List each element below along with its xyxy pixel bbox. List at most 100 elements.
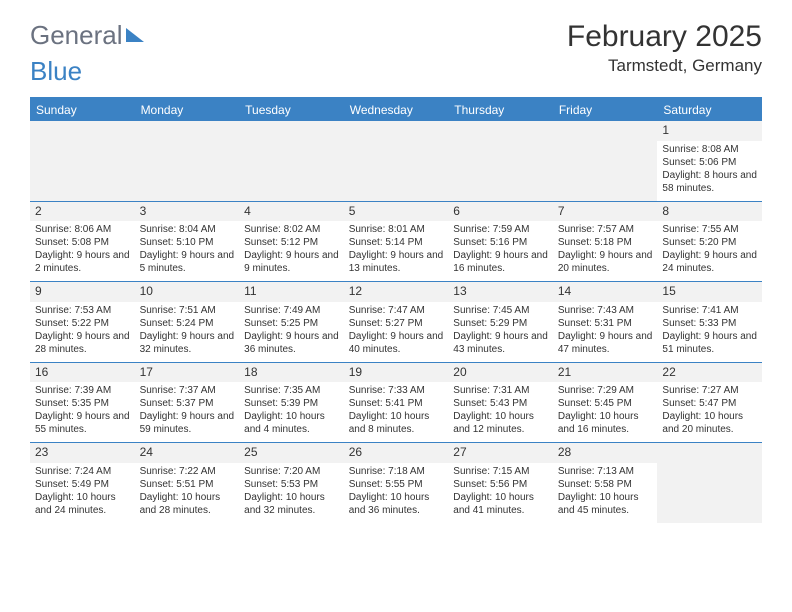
sunrise-text: Sunrise: 7:35 AM [244,384,339,397]
sunrise-text: Sunrise: 7:49 AM [244,304,339,317]
day-cell: 5Sunrise: 8:01 AMSunset: 5:14 PMDaylight… [344,202,449,282]
sunset-text: Sunset: 5:37 PM [140,397,235,410]
day-number: 23 [30,443,135,463]
day-cell: 23Sunrise: 7:24 AMSunset: 5:49 PMDayligh… [30,443,135,523]
day-header: Tuesday [239,99,344,121]
sunset-text: Sunset: 5:18 PM [558,236,653,249]
empty-cell [344,121,449,201]
sunrise-text: Sunrise: 7:47 AM [349,304,444,317]
daylight-text: Daylight: 10 hours and 36 minutes. [349,491,444,517]
day-cell: 27Sunrise: 7:15 AMSunset: 5:56 PMDayligh… [448,443,553,523]
logo: General [30,20,144,51]
day-number: 11 [239,282,344,302]
day-number: 24 [135,443,240,463]
sunset-text: Sunset: 5:33 PM [662,317,757,330]
daylight-text: Daylight: 9 hours and 2 minutes. [35,249,130,275]
day-number: 12 [344,282,449,302]
day-header: Monday [135,99,240,121]
day-cell: 9Sunrise: 7:53 AMSunset: 5:22 PMDaylight… [30,282,135,362]
day-cell: 17Sunrise: 7:37 AMSunset: 5:37 PMDayligh… [135,363,240,443]
day-number: 9 [30,282,135,302]
daylight-text: Daylight: 9 hours and 59 minutes. [140,410,235,436]
day-cell: 21Sunrise: 7:29 AMSunset: 5:45 PMDayligh… [553,363,658,443]
daylight-text: Daylight: 10 hours and 4 minutes. [244,410,339,436]
month-title: February 2025 [567,20,762,54]
day-cell: 1Sunrise: 8:08 AMSunset: 5:06 PMDaylight… [657,121,762,201]
sunrise-text: Sunrise: 8:02 AM [244,223,339,236]
sunset-text: Sunset: 5:10 PM [140,236,235,249]
day-number: 7 [553,202,658,222]
daylight-text: Daylight: 9 hours and 36 minutes. [244,330,339,356]
empty-cell [553,121,658,201]
sunset-text: Sunset: 5:12 PM [244,236,339,249]
daylight-text: Daylight: 9 hours and 9 minutes. [244,249,339,275]
calendar-grid: SundayMondayTuesdayWednesdayThursdayFrid… [30,97,762,523]
day-header: Sunday [30,99,135,121]
day-number: 10 [135,282,240,302]
day-cell: 8Sunrise: 7:55 AMSunset: 5:20 PMDaylight… [657,202,762,282]
sunrise-text: Sunrise: 7:15 AM [453,465,548,478]
day-cell: 18Sunrise: 7:35 AMSunset: 5:39 PMDayligh… [239,363,344,443]
sunset-text: Sunset: 5:24 PM [140,317,235,330]
daylight-text: Daylight: 9 hours and 40 minutes. [349,330,444,356]
sunrise-text: Sunrise: 7:18 AM [349,465,444,478]
day-cell: 13Sunrise: 7:45 AMSunset: 5:29 PMDayligh… [448,282,553,362]
daylight-text: Daylight: 10 hours and 32 minutes. [244,491,339,517]
sunrise-text: Sunrise: 7:13 AM [558,465,653,478]
daylight-text: Daylight: 9 hours and 55 minutes. [35,410,130,436]
sunrise-text: Sunrise: 8:04 AM [140,223,235,236]
day-number: 4 [239,202,344,222]
title-block: February 2025 Tarmstedt, Germany [567,20,762,76]
empty-cell [448,121,553,201]
sunrise-text: Sunrise: 7:55 AM [662,223,757,236]
day-number: 28 [553,443,658,463]
daylight-text: Daylight: 9 hours and 28 minutes. [35,330,130,356]
logo-triangle-icon [126,28,144,42]
sunrise-text: Sunrise: 7:41 AM [662,304,757,317]
daylight-text: Daylight: 9 hours and 20 minutes. [558,249,653,275]
day-cell: 10Sunrise: 7:51 AMSunset: 5:24 PMDayligh… [135,282,240,362]
sunset-text: Sunset: 5:58 PM [558,478,653,491]
sunset-text: Sunset: 5:55 PM [349,478,444,491]
day-cell: 20Sunrise: 7:31 AMSunset: 5:43 PMDayligh… [448,363,553,443]
day-number: 14 [553,282,658,302]
sunrise-text: Sunrise: 7:22 AM [140,465,235,478]
sunrise-text: Sunrise: 7:39 AM [35,384,130,397]
logo-text-2: Blue [30,56,82,87]
day-number: 20 [448,363,553,383]
day-cell: 28Sunrise: 7:13 AMSunset: 5:58 PMDayligh… [553,443,658,523]
day-number: 1 [657,121,762,141]
sunset-text: Sunset: 5:20 PM [662,236,757,249]
day-header: Saturday [657,99,762,121]
sunset-text: Sunset: 5:41 PM [349,397,444,410]
daylight-text: Daylight: 9 hours and 51 minutes. [662,330,757,356]
day-number: 5 [344,202,449,222]
daylight-text: Daylight: 10 hours and 28 minutes. [140,491,235,517]
day-header: Thursday [448,99,553,121]
day-cell: 11Sunrise: 7:49 AMSunset: 5:25 PMDayligh… [239,282,344,362]
day-cell: 22Sunrise: 7:27 AMSunset: 5:47 PMDayligh… [657,363,762,443]
day-number: 3 [135,202,240,222]
daylight-text: Daylight: 10 hours and 20 minutes. [662,410,757,436]
day-number: 16 [30,363,135,383]
day-cell: 26 Sunrise: 7:18 AMSunset: 5:55 PMDayligh… [344,443,449,523]
day-cell: 4Sunrise: 8:02 AMSunset: 5:12 PMDaylight… [239,202,344,282]
sunset-text: Sunset: 5:29 PM [453,317,548,330]
day-number: 26 [344,443,449,463]
day-number: 8 [657,202,762,222]
day-cell: 7Sunrise: 7:57 AMSunset: 5:18 PMDaylight… [553,202,658,282]
sunrise-text: Sunrise: 7:24 AM [35,465,130,478]
daylight-text: Daylight: 10 hours and 24 minutes. [35,491,130,517]
day-number: 19 [344,363,449,383]
empty-cell [30,121,135,201]
day-header: Friday [553,99,658,121]
location-label: Tarmstedt, Germany [567,56,762,76]
daylight-text: Daylight: 9 hours and 32 minutes. [140,330,235,356]
logo-text-1: General [30,20,123,51]
day-cell: 6Sunrise: 7:59 AMSunset: 5:16 PMDaylight… [448,202,553,282]
sunset-text: Sunset: 5:31 PM [558,317,653,330]
sunrise-text: Sunrise: 8:08 AM [662,143,757,156]
day-number: 17 [135,363,240,383]
sunrise-text: Sunrise: 7:57 AM [558,223,653,236]
sunset-text: Sunset: 5:43 PM [453,397,548,410]
